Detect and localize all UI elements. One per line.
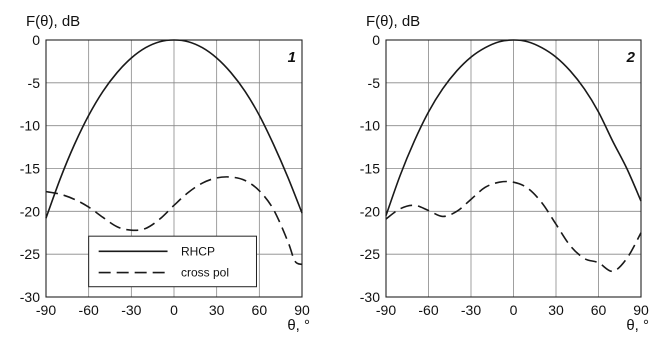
x-tick-label: 30 (209, 302, 225, 318)
x-tick-label: 0 (170, 302, 178, 318)
legend-box (88, 235, 257, 288)
series-line-cross-pol (385, 180, 642, 273)
series-line-cross-pol (45, 176, 303, 266)
x-tick-label: -60 (418, 302, 438, 318)
x-tick-label: 60 (252, 302, 268, 318)
legend: RHCP cross pol (88, 235, 257, 288)
x-tick-label: -30 (461, 302, 481, 318)
x-tick-label: 90 (633, 302, 649, 318)
legend-label: RHCP (181, 244, 215, 258)
x-tick-label: -30 (121, 302, 141, 318)
y-axis-title: F(θ), dB (366, 13, 420, 30)
y-tick-label: -20 (20, 203, 40, 219)
y-tick-label: -10 (360, 118, 380, 134)
x-tick-label: -90 (376, 302, 396, 318)
x-tick-label: 30 (548, 302, 564, 318)
y-tick-label: -5 (28, 75, 41, 91)
y-tick-label: -25 (360, 246, 380, 262)
x-tick-label: -60 (79, 302, 99, 318)
x-tick-label: 0 (510, 302, 518, 318)
y-tick-label: 0 (32, 32, 40, 48)
panel-number: 2 (626, 49, 636, 66)
legend-label: cross pol (181, 266, 229, 280)
x-axis-title: θ, ° (287, 317, 310, 334)
y-tick-label: -20 (360, 203, 380, 219)
x-axis-title: θ, ° (626, 317, 649, 334)
y-tick-label: 0 (372, 32, 380, 48)
x-tick-label: 60 (591, 302, 607, 318)
chart-panel-1: -90 -60 -30 0 30 60 90 0 -5 -10 -15 -20 -25 -30 F(θ), … (20, 13, 310, 334)
y-tick-label: -5 (368, 75, 381, 91)
y-tick-label: -30 (360, 289, 380, 305)
y-tick-label: -25 (20, 246, 40, 262)
y-tick-label: -15 (20, 161, 40, 177)
series-line-rhcp (45, 39, 303, 219)
chart-panel-2: -90 -60 -30 0 30 60 90 0 -5 -10 -15 -20 -25 -30 F(θ), … (360, 13, 649, 334)
y-tick-label: -10 (20, 118, 40, 134)
y-tick-label: -15 (360, 161, 380, 177)
series-line-rhcp (385, 39, 642, 216)
x-tick-label: -90 (36, 302, 56, 318)
panel-number: 1 (288, 49, 296, 66)
y-axis-title: F(θ), dB (26, 13, 80, 30)
x-tick-label: 90 (294, 302, 310, 318)
y-tick-label: -30 (20, 289, 40, 305)
